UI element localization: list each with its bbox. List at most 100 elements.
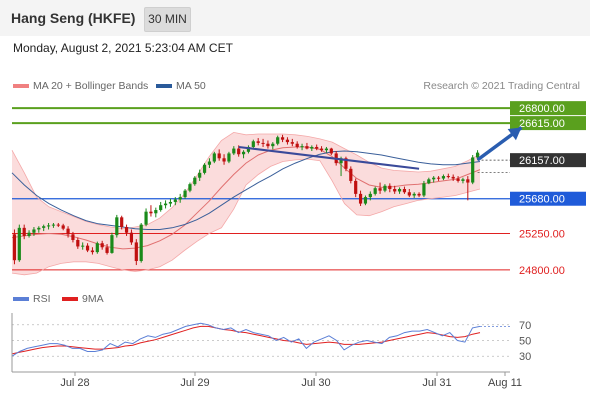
candle-body-77 (388, 185, 392, 190)
candle-body-62 (315, 146, 319, 149)
rsi-tick-2: 30 (519, 351, 531, 363)
candle-body-39 (202, 164, 207, 173)
candle-body-21 (115, 217, 119, 236)
candle-body-3 (27, 232, 31, 236)
candle-body-90 (451, 176, 455, 179)
legend-ma50: MA 50 (176, 80, 206, 92)
timestamp: Monday, August 2, 2021 5:23:04 AM CET (13, 41, 233, 55)
candle-body-72 (363, 197, 368, 204)
candle-body-31 (163, 203, 168, 206)
candle-body-74 (373, 188, 377, 194)
candle-body-87 (436, 177, 441, 179)
candle-body-16 (90, 250, 95, 253)
candle-body-50 (256, 141, 260, 143)
candle-body-15 (85, 245, 90, 251)
candle-body-67 (339, 158, 343, 164)
candle-body-78 (393, 189, 397, 192)
candle-body-86 (432, 177, 436, 180)
candle-body-32 (168, 201, 173, 204)
candle-body-84 (422, 183, 426, 196)
candle-body-55 (280, 137, 285, 140)
candle-body-49 (251, 141, 255, 147)
candle-body-33 (173, 199, 177, 202)
bollinger-band (12, 132, 480, 275)
candle-body-61 (310, 146, 314, 149)
candle-body-85 (427, 179, 431, 184)
candle-body-52 (266, 143, 270, 147)
candle-body-69 (349, 168, 353, 181)
candle-body-34 (178, 197, 182, 200)
candle-body-45 (232, 148, 236, 154)
candle-body-44 (227, 153, 231, 162)
level-label-0: 26800.00 (519, 103, 565, 115)
candle-body-46 (237, 148, 241, 155)
candle-body-0 (12, 234, 17, 261)
candle-body-30 (159, 205, 163, 211)
candle-body-19 (105, 247, 109, 253)
candle-body-6 (42, 226, 46, 228)
candle-body-5 (37, 227, 41, 230)
candle-body-59 (300, 146, 304, 148)
header-bar: Hang Seng (HKFE) 30 MIN (0, 0, 590, 36)
candle-body-79 (397, 189, 402, 192)
rsi-tick-0: 70 (519, 320, 531, 332)
candle-body-1 (17, 227, 21, 261)
candle-body-14 (81, 245, 85, 247)
candle-body-8 (51, 224, 56, 226)
candle-body-37 (193, 177, 197, 185)
candle-body-92 (461, 179, 465, 181)
current-price-label: 26157.00 (519, 155, 565, 167)
x-tick-label-3: Jul 31 (422, 377, 451, 389)
candle-body-41 (212, 153, 216, 162)
candle-body-7 (46, 225, 51, 227)
candle-body-35 (183, 190, 187, 198)
candle-body-18 (100, 243, 104, 248)
level-label-3: 25250.00 (519, 229, 565, 241)
level-label-1: 26615.00 (519, 118, 565, 130)
ma20-line (11, 146, 481, 250)
candle-body-23 (124, 227, 129, 233)
candle-body-40 (207, 161, 212, 165)
candle-body-27 (144, 211, 148, 225)
candle-body-28 (149, 211, 153, 214)
candle-body-76 (383, 185, 387, 191)
candle-body-38 (198, 172, 202, 178)
candle-body-56 (285, 139, 290, 143)
candle-body-95 (475, 152, 480, 158)
candle-body-80 (402, 189, 407, 193)
x-tick-label-2: Jul 30 (301, 377, 330, 389)
candle-body-83 (417, 193, 421, 196)
candle-body-12 (71, 234, 75, 240)
candle-body-25 (134, 242, 138, 262)
candle-body-65 (329, 148, 333, 154)
ma50-swatch (156, 84, 172, 88)
level-label-4: 24800.00 (519, 265, 565, 277)
candle-body-10 (61, 225, 65, 229)
timeframe-button[interactable]: 30 MIN (144, 7, 191, 32)
bb-upper-line (11, 131, 481, 230)
current-price-tag (510, 153, 586, 168)
candle-body-63 (319, 148, 324, 151)
candle-body-26 (139, 224, 143, 262)
candle-body-91 (456, 178, 460, 181)
candle-body-22 (120, 217, 124, 228)
bb-lower-line (11, 158, 481, 276)
candle-body-2 (22, 227, 26, 236)
candle-body-53 (271, 143, 275, 147)
candle-body-17 (95, 243, 99, 253)
candle-body-43 (222, 158, 226, 162)
candle-body-82 (412, 193, 416, 196)
candle-body-20 (110, 235, 114, 253)
candle-body-47 (241, 151, 246, 155)
level-tag-1 (510, 116, 586, 131)
candle-body-11 (66, 228, 70, 235)
legend-rsi: RSI (33, 293, 51, 305)
candle-body-36 (188, 184, 192, 191)
candle-body-75 (378, 188, 382, 191)
x-tick-label-0: Jul 28 (60, 377, 89, 389)
rsi-line (11, 322, 481, 357)
rsi-swatch (13, 297, 29, 301)
ma9-line (11, 325, 481, 355)
